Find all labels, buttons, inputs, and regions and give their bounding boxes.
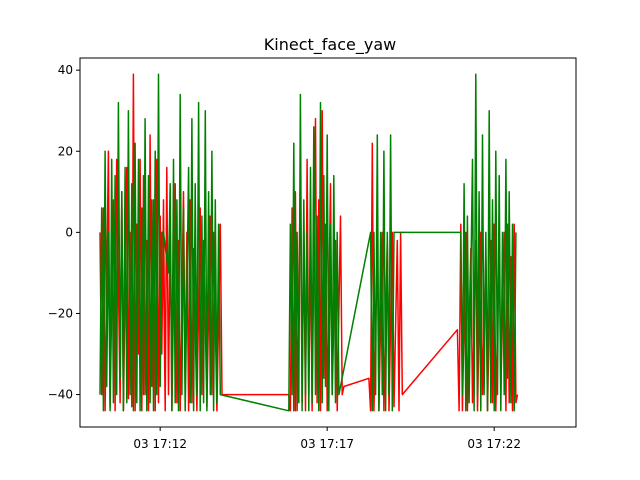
plot-area-frame (79, 57, 577, 428)
series-line-2 (99, 73, 517, 412)
x-axis: 03 17:12 03 17:17 03 17:22 (133, 427, 521, 451)
y-tick-label: 20 (58, 144, 73, 158)
series-line-1 (99, 73, 519, 412)
x-tick-label: 03 17:12 (133, 437, 187, 451)
x-tick-label: 03 17:17 (300, 437, 354, 451)
y-tick-label: −20 (48, 306, 73, 320)
x-tick-label: 03 17:22 (467, 437, 521, 451)
y-tick-label: 0 (65, 225, 73, 239)
y-tick-label: 40 (58, 63, 73, 77)
chart-title: Kinect_face_yaw (264, 35, 396, 55)
y-tick-label: −40 (48, 388, 73, 402)
y-axis: −40 −20 0 20 40 (48, 63, 80, 402)
